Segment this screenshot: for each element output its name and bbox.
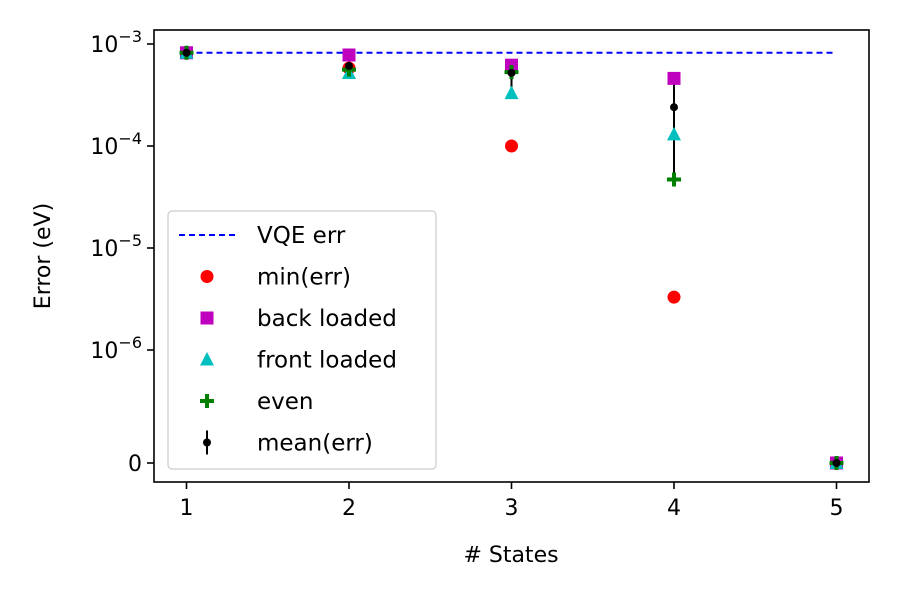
- x-tick-label: 1: [180, 496, 194, 521]
- data-point-dot: [832, 459, 841, 467]
- data-point-dot: [345, 61, 353, 70]
- legend-label: min(err): [257, 265, 351, 291]
- legend-handle-circle: [200, 270, 214, 283]
- legend-handle-plus: [200, 394, 214, 408]
- data-point-circle: [505, 139, 518, 153]
- legend-handle-triangle: [200, 352, 214, 366]
- x-tick-label: 5: [830, 496, 844, 521]
- legend-label: mean(err): [257, 431, 373, 457]
- axes: 1 2 3 4 5 10−3 10−4 10−5 10−6 0: [90, 27, 843, 521]
- data-point-square: [342, 48, 356, 62]
- legend-label: VQE err: [257, 223, 346, 249]
- legend-label: front loaded: [257, 348, 397, 374]
- y-axis-label: Error (eV): [31, 203, 56, 309]
- x-tick-label: 2: [342, 496, 356, 521]
- y-tick-label: 10−4: [90, 129, 142, 160]
- data-point-plus: [667, 172, 681, 187]
- legend: VQE err min(err) back loaded front loaded ev…: [167, 210, 437, 470]
- legend-handle-square: [200, 311, 214, 325]
- data-point-circle: [667, 290, 681, 304]
- x-axis-label: # States: [463, 543, 558, 568]
- data-point-triangle: [504, 85, 519, 100]
- legend-label: back loaded: [257, 306, 397, 332]
- x-tick-label: 4: [667, 496, 681, 521]
- y-tick-label: 10−5: [90, 231, 142, 262]
- legend-handle-dot: [203, 438, 211, 447]
- y-tick-label: 10−3: [90, 27, 142, 58]
- y-tick-label: 10−6: [90, 333, 142, 364]
- legend-box: [167, 210, 437, 470]
- plot-area: [179, 45, 844, 470]
- legend-label: even: [257, 389, 314, 415]
- x-tick-label: 3: [505, 496, 519, 521]
- data-point-dot: [670, 103, 678, 112]
- data-point-dot: [182, 48, 191, 57]
- data-point-square: [667, 71, 681, 85]
- data-point-triangle: [667, 126, 681, 141]
- y-tick-label: 0: [128, 452, 142, 477]
- data-point-dot: [507, 68, 516, 77]
